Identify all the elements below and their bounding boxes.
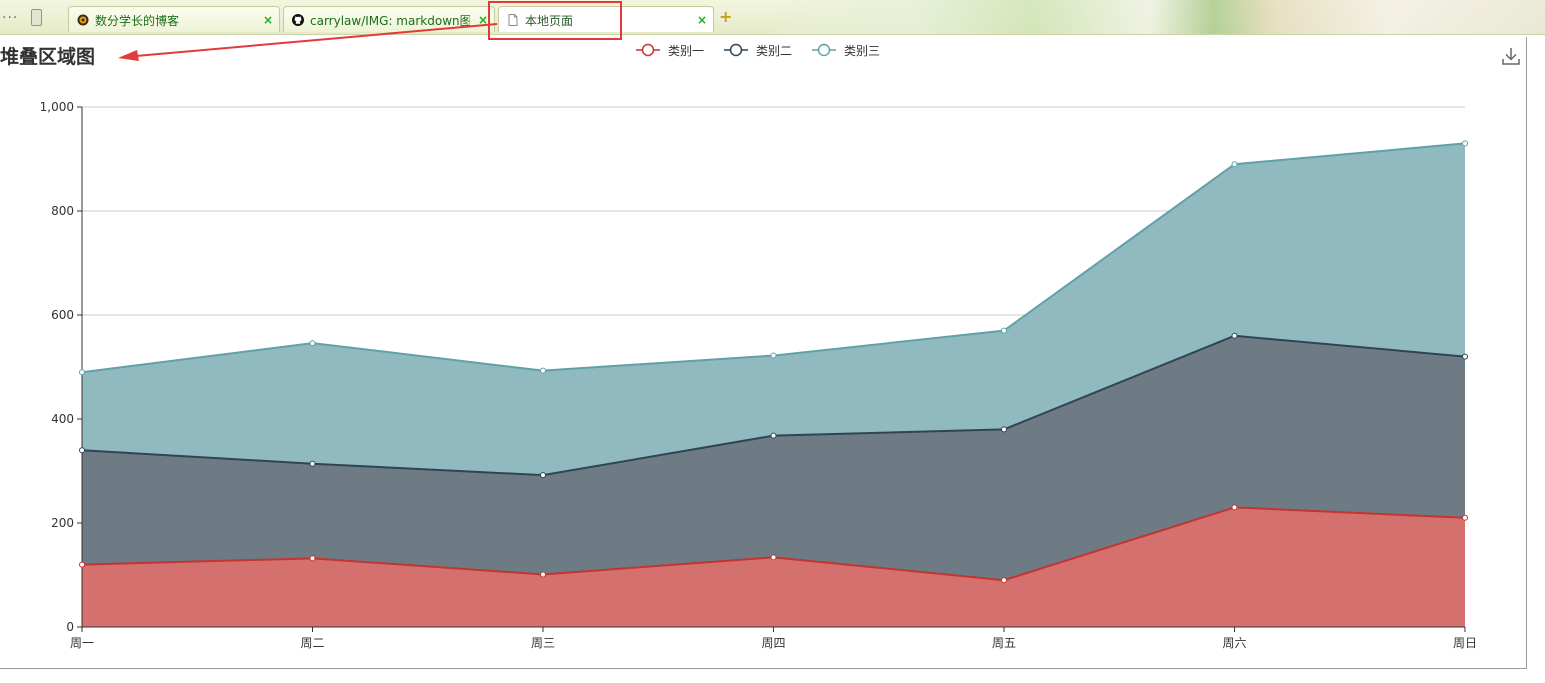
browser-tab-bar: ... 数分学长的博客 × carrylaw/IMG: markdown图 × … [0,0,1545,35]
x-tick-label: 周三 [531,636,555,650]
mobile-device-icon[interactable] [31,9,42,26]
tab-bar-decoration [755,0,1545,34]
x-tick-label: 周一 [70,636,94,650]
y-tick-label: 800 [51,204,74,218]
legend-item-类别一[interactable]: 类别一 [636,43,704,58]
page-icon [508,14,518,26]
data-point [79,561,85,568]
x-tick-label: 周六 [1222,636,1246,650]
data-point [1231,161,1238,168]
blog-favicon-icon [77,14,89,26]
close-tab-icon[interactable]: × [262,13,273,27]
legend-circle-icon [641,43,655,57]
area-类别一 [82,507,1465,627]
legend-item-类别二[interactable]: 类别二 [724,43,792,58]
legend-label: 类别三 [844,44,880,58]
y-tick-label: 1,000 [40,100,74,114]
area-类别二 [82,335,1465,581]
x-tick-label: 周二 [300,636,324,650]
data-point [770,432,777,439]
annotation-highlight-box [488,1,622,40]
tab-label: 数分学长的博客 [95,14,180,28]
github-icon [292,14,304,26]
data-point [309,340,316,347]
tab-label: carrylaw/IMG: markdown图 [310,14,470,28]
data-point [540,472,546,479]
legend-label: 类别二 [756,44,792,58]
download-icon[interactable] [1501,46,1521,66]
data-point [1001,426,1007,433]
x-tick-label: 周日 [1453,636,1477,650]
data-point [1001,327,1007,334]
tab-label: 本地页面 [525,14,574,28]
data-point [79,447,85,454]
new-tab-icon[interactable]: + [719,7,733,26]
legend-circle-icon [817,43,831,57]
data-points [79,140,1468,584]
more-tabs-icon[interactable]: ... [2,6,19,22]
annotation-arrow-line [135,23,498,57]
area-类别三 [82,143,1465,476]
x-tick-label: 周四 [761,636,785,650]
data-point [770,554,777,561]
y-tick-label: 600 [51,308,74,322]
data-point [1462,353,1468,360]
data-point [309,555,316,562]
data-point [1231,332,1238,339]
annotation-arrow-head-icon [118,50,139,61]
data-point [540,571,546,578]
legend-label: 类别一 [668,44,704,58]
close-tab-icon[interactable]: × [696,13,707,27]
chart-frame [0,37,1527,669]
annotation-arrow [118,23,498,61]
x-tick-label: 周五 [992,636,1016,650]
data-point [1462,514,1468,521]
data-point [309,460,316,467]
data-point [79,369,85,376]
axes: 0 200 400 600 800 1,000 周一 周二 周三 周四 周五 周六 周日 [40,100,1477,650]
data-point [1462,140,1468,147]
y-tick-label: 200 [51,516,74,530]
data-point [770,352,777,359]
close-tab-icon[interactable]: × [477,13,488,27]
data-point [1231,504,1238,511]
data-point [1001,577,1007,584]
y-tick-label: 0 [66,620,74,634]
data-point [540,367,546,374]
tab-blog[interactable]: 数分学长的博客 × [68,6,280,32]
y-tick-label: 400 [51,412,74,426]
legend[interactable]: 类别一 类别二 类别三 [636,43,880,58]
chart-title: 堆叠区域图 [0,46,96,68]
legend-item-类别三[interactable]: 类别三 [812,43,880,58]
legend-circle-icon [729,43,743,57]
tab-local-page[interactable]: 本地页面 × [498,6,714,32]
